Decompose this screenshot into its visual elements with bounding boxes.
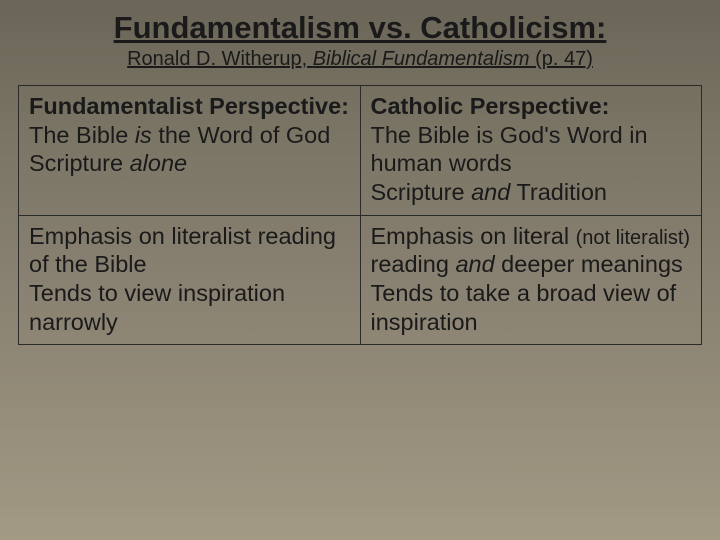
cell-line: of the Bible	[29, 250, 350, 279]
column-header: Fundamentalist Perspective:	[29, 92, 350, 121]
italic-text: and	[471, 179, 510, 205]
table-cell-header-right: Catholic Perspective: The Bible is God's…	[360, 86, 702, 216]
table-row: Emphasis on literalist reading of the Bi…	[19, 215, 702, 345]
cell-line: Emphasis on literal (not literalist) rea…	[371, 222, 692, 279]
book-title: Biblical Fundamentalism	[313, 48, 530, 70]
cell-line: Scripture and Tradition	[371, 178, 692, 207]
italic-text: and	[455, 251, 494, 277]
text-run: Emphasis on literal	[371, 223, 576, 249]
text-run: deeper meanings	[495, 251, 683, 277]
small-text: (not literalist)	[576, 227, 690, 249]
comparison-table: Fundamentalist Perspective: The Bible is…	[18, 85, 702, 345]
cell-line: Tends to take a broad view of inspiratio…	[371, 279, 692, 336]
text-run: Tends to view inspiration narrowly	[29, 280, 285, 335]
table-cell: Emphasis on literal (not literalist) rea…	[360, 215, 702, 345]
text-run: of the Bible	[29, 251, 147, 277]
table-row: Fundamentalist Perspective: The Bible is…	[19, 86, 702, 216]
text-run: Emphasis on literalist reading	[29, 223, 336, 249]
page-ref: (p. 47)	[530, 48, 593, 70]
slide-subtitle: Ronald D. Witherup, Biblical Fundamental…	[18, 48, 702, 71]
text-run: Scripture	[29, 150, 130, 176]
table-cell-header-left: Fundamentalist Perspective: The Bible is…	[19, 86, 361, 216]
author-name: Ronald D. Witherup,	[127, 48, 313, 70]
cell-line: The Bible is God's Word in human words	[371, 121, 692, 178]
text-run: The Bible	[29, 122, 135, 148]
italic-text: is	[135, 122, 152, 148]
text-run: The Bible is God's Word in human words	[371, 122, 648, 177]
cell-line: Tends to view inspiration narrowly	[29, 279, 350, 336]
cell-line: Scripture alone	[29, 149, 350, 178]
column-header: Catholic Perspective:	[371, 92, 692, 121]
cell-line: Emphasis on literalist reading	[29, 222, 350, 251]
table-cell: Emphasis on literalist reading of the Bi…	[19, 215, 361, 345]
text-run: Scripture	[371, 179, 472, 205]
text-run: Tradition	[510, 179, 607, 205]
text-run: Tends to take a broad view of inspiratio…	[371, 280, 677, 335]
text-run: reading	[371, 251, 456, 277]
italic-text: alone	[130, 150, 188, 176]
text-run: the Word of God	[152, 122, 331, 148]
slide-title: Fundamentalism vs. Catholicism:	[18, 10, 702, 46]
cell-line: The Bible is the Word of God	[29, 121, 350, 150]
